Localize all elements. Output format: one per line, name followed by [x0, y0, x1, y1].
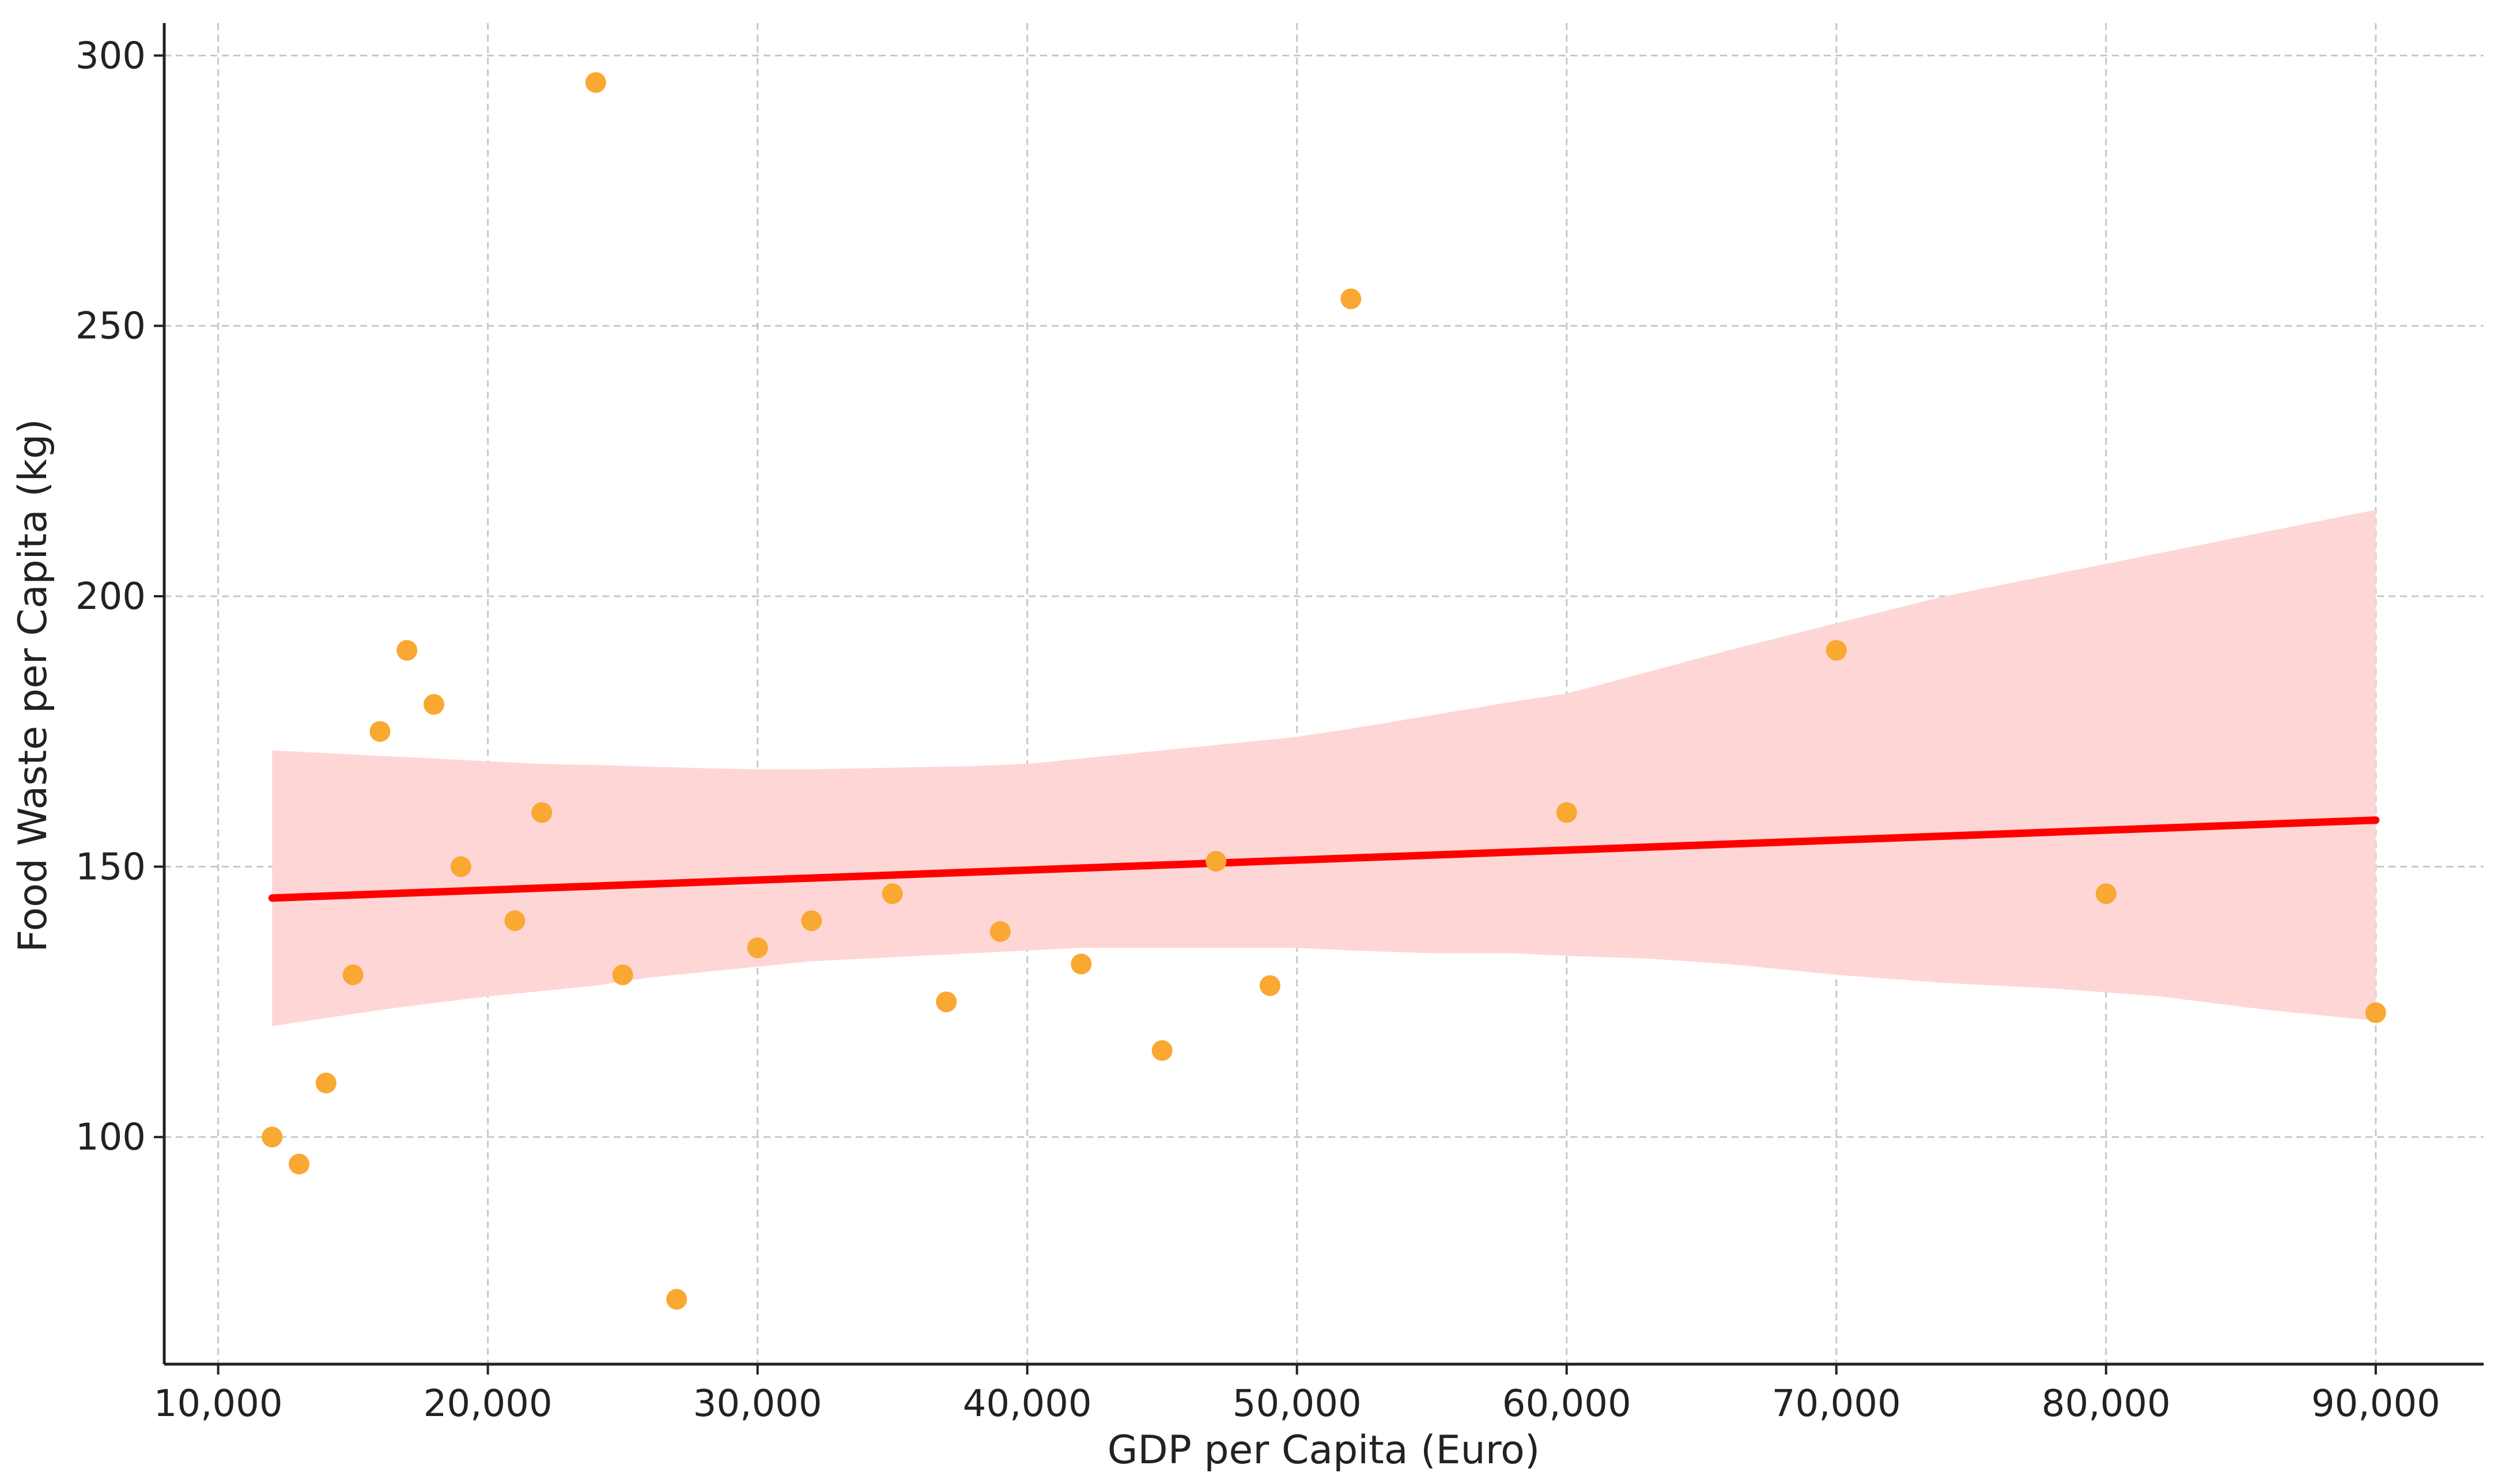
x-tick-label: 50,000: [1233, 1383, 1362, 1425]
y-axis-ticks: 100 150 200 250 300: [75, 35, 164, 1159]
x-tick-label: 80,000: [2042, 1383, 2171, 1425]
x-tick-label: 60,000: [1502, 1383, 1631, 1425]
data-point: [315, 1072, 337, 1093]
data-point: [531, 802, 553, 823]
data-point: [396, 639, 418, 661]
data-point: [424, 694, 445, 715]
data-point: [2365, 1002, 2386, 1023]
x-tick-label: 40,000: [963, 1383, 1092, 1425]
data-point: [585, 72, 606, 93]
axes: [163, 23, 2484, 1366]
data-point: [1556, 802, 1577, 823]
data-point: [747, 937, 768, 959]
data-point: [289, 1153, 310, 1175]
data-point: [450, 856, 471, 877]
x-axis-label: GDP per Capita (Euro): [1108, 1428, 1540, 1473]
y-tick-label: 300: [75, 35, 146, 77]
data-point: [342, 964, 364, 986]
data-points: [262, 72, 2386, 1310]
y-axis-label: Food Waste per Capita (kg): [10, 419, 56, 952]
data-point: [504, 910, 526, 932]
confidence-band: [272, 509, 2376, 1027]
data-point: [936, 991, 957, 1013]
data-point: [882, 883, 903, 904]
y-tick-label: 100: [75, 1116, 146, 1159]
x-tick-label: 30,000: [693, 1383, 822, 1425]
data-point: [1071, 953, 1092, 975]
data-point: [369, 721, 391, 742]
data-point: [1826, 639, 1847, 661]
regression-line: [268, 816, 2380, 902]
x-tick-label: 20,000: [424, 1383, 553, 1425]
data-point: [612, 964, 633, 986]
data-point: [801, 910, 822, 932]
y-tick-label: 150: [75, 846, 146, 888]
data-point: [2095, 883, 2117, 904]
confidence-band-area: [272, 509, 2376, 1027]
data-point: [1151, 1040, 1173, 1061]
data-point: [666, 1289, 687, 1310]
data-point: [989, 921, 1011, 942]
x-tick-label: 90,000: [2311, 1383, 2440, 1425]
x-tick-label: 70,000: [1772, 1383, 1901, 1425]
y-tick-label: 200: [75, 576, 146, 618]
regression-line-path: [268, 816, 2380, 902]
data-point: [1340, 288, 1362, 309]
y-tick-label: 250: [75, 305, 146, 348]
data-point: [1206, 851, 1227, 872]
data-point: [1259, 975, 1280, 996]
x-axis-ticks: 10,000 20,000 30,000 40,000 50,000 60,000 70,0…: [154, 1364, 2440, 1425]
data-point: [262, 1126, 283, 1148]
x-tick-label: 10,000: [154, 1383, 283, 1425]
